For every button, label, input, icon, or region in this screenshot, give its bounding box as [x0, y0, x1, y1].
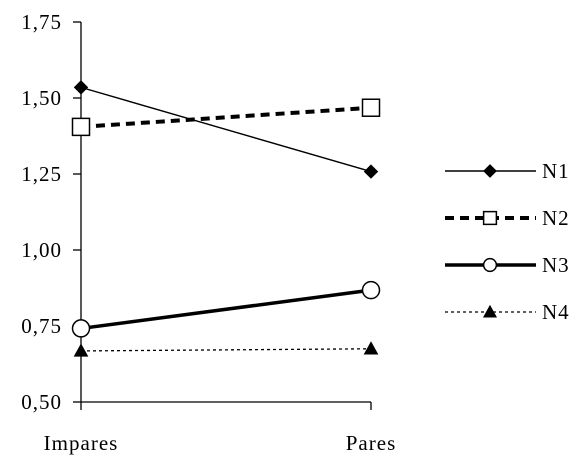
legend-item-n1: N1 — [445, 159, 570, 183]
x-tick-label: Pares — [346, 431, 397, 455]
legend-label-n2: N2 — [542, 206, 570, 230]
series-line-n3 — [80, 288, 372, 331]
data-point-n4 — [73, 343, 89, 357]
series-n4 — [73, 341, 379, 357]
legend-item-n4: N4 — [445, 300, 570, 324]
legend: N1 N2 N3 N4 — [445, 159, 570, 324]
data-point-n2 — [361, 98, 381, 117]
data-point-n4 — [363, 341, 379, 355]
y-tick-label: 0,75 — [21, 314, 62, 338]
legend-label-n4: N4 — [542, 300, 570, 324]
y-tick-label: 1,00 — [21, 238, 62, 262]
legend-item-n3: N3 — [445, 253, 570, 277]
axes: 0,50 0,75 1,00 1,25 1,50 1,75 Impares Pares — [21, 10, 397, 455]
data-point-n3 — [71, 319, 91, 338]
legend-item-n2: N2 — [445, 206, 570, 230]
legend-marker-n3 — [482, 257, 498, 273]
series-n2 — [71, 98, 381, 137]
x-tick-label: Impares — [44, 431, 119, 455]
series-n1 — [73, 80, 379, 179]
series-layer — [71, 80, 381, 357]
legend-marker-n4 — [482, 304, 498, 318]
y-tick-label: 1,75 — [21, 10, 62, 34]
series-line-n4 — [80, 348, 372, 352]
data-point-n1 — [363, 164, 379, 179]
y-tick-label: 1,50 — [21, 86, 62, 110]
legend-marker-n1 — [483, 164, 497, 178]
series-line-n1 — [80, 86, 372, 173]
legend-marker-n2 — [482, 210, 498, 226]
data-point-n2 — [71, 117, 91, 137]
series-line-n2 — [80, 105, 372, 129]
data-point-n1 — [73, 80, 89, 95]
data-point-n3 — [361, 280, 381, 300]
legend-label-n3: N3 — [542, 253, 570, 277]
y-tick-label: 1,25 — [21, 162, 62, 186]
y-tick-label: 0,50 — [21, 390, 62, 414]
series-n3 — [71, 280, 381, 338]
legend-label-n1: N1 — [542, 159, 570, 183]
